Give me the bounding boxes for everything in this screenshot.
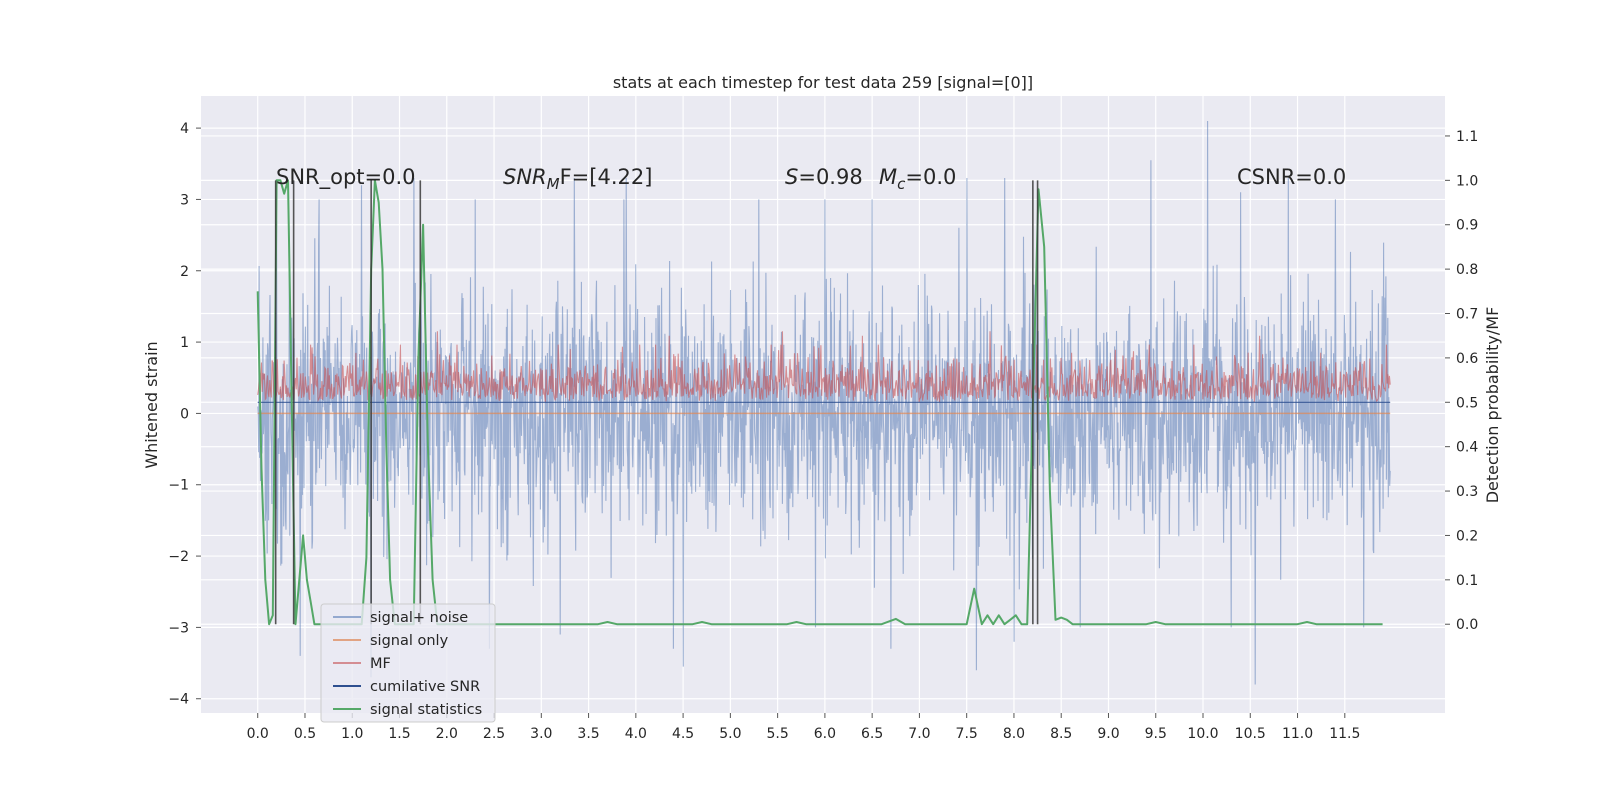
chart-title: stats at each timestep for test data 259… xyxy=(613,73,1033,92)
x-tick-label: 2.5 xyxy=(483,726,505,742)
y-left-tick-label: 2 xyxy=(180,264,189,280)
x-tick-label: 8.0 xyxy=(1003,726,1025,742)
s-var: S xyxy=(785,165,798,189)
x-tick-label: 11.0 xyxy=(1282,726,1313,742)
x-tick-label: 3.0 xyxy=(530,726,552,742)
vertical-markers xyxy=(274,180,1039,625)
x-tick-label: 7.0 xyxy=(908,726,930,742)
y-right-tick-label: 1.1 xyxy=(1456,129,1478,145)
legend-label-mf: MF xyxy=(370,656,391,672)
y-right-tick-label: 1.0 xyxy=(1456,173,1478,189)
y-right-tick-label: 0.8 xyxy=(1456,262,1478,278)
x-tick-label: 5.5 xyxy=(766,726,788,742)
annotation-mc: Mc=0.0 xyxy=(879,165,956,193)
legend-item: MF xyxy=(333,656,391,672)
y-axis-label-right: Detection probability/MF xyxy=(1483,307,1502,504)
legend-item: cumilative SNR xyxy=(333,679,480,695)
x-tick-label: 4.0 xyxy=(625,726,647,742)
x-tick-label: 10.0 xyxy=(1187,726,1218,742)
legend-box xyxy=(320,603,496,723)
legend-item: signal statistics xyxy=(333,702,482,718)
annotations: SNR_opt=0.0 SNRMF=[4.22] S=0.98 Mc=0.0 C… xyxy=(276,165,1346,193)
series-layer xyxy=(256,120,1391,685)
y-axis-label-left: Whitened strain xyxy=(142,341,161,468)
tick-labels: 0.0 0.5 1.0 1.5 2.0 2.5 3.0 3.5 4.0 4.5 5.0 5.5 6.0 6… xyxy=(168,121,1478,742)
snr-mf-rest: F=[4.22] xyxy=(560,165,653,189)
legend-item: signal only xyxy=(333,633,449,649)
x-tick-label: 1.0 xyxy=(341,726,363,742)
x-tick-label: 8.5 xyxy=(1050,726,1072,742)
y-left-tick-label: 0 xyxy=(180,406,189,422)
legend-label-signal-statistics: signal statistics xyxy=(370,702,482,718)
x-tick-label: 10.5 xyxy=(1235,726,1266,742)
series-mf xyxy=(257,331,1391,403)
y-right-tick-label: 0.5 xyxy=(1456,395,1478,411)
annotation-snr-opt: SNR_opt=0.0 xyxy=(276,165,416,190)
y-right-tick-label: 0.3 xyxy=(1456,484,1478,500)
x-tick-label: 7.5 xyxy=(956,726,978,742)
y-right-tick-label: 0.2 xyxy=(1456,528,1478,544)
x-tick-label: 6.0 xyxy=(814,726,836,742)
y-left-tick-label: 1 xyxy=(180,335,189,351)
series-signal-statistics xyxy=(256,179,1383,626)
mc-rest: =0.0 xyxy=(905,165,956,189)
x-tick-label: 6.5 xyxy=(861,726,883,742)
y-left-tick-label: −3 xyxy=(168,620,189,636)
y-left-tick-label: 3 xyxy=(180,192,189,208)
y-left-tick-label: −4 xyxy=(168,692,189,708)
y-left-tick-label: 4 xyxy=(180,121,189,137)
x-tick-label: 0.5 xyxy=(294,726,316,742)
x-tick-label: 3.5 xyxy=(577,726,599,742)
x-tick-label: 2.0 xyxy=(436,726,458,742)
x-tick-label: 9.0 xyxy=(1097,726,1119,742)
y-right-tick-label: 0.4 xyxy=(1456,440,1478,456)
annotation-s: S=0.98 xyxy=(785,165,863,189)
x-tick-label: 4.5 xyxy=(672,726,694,742)
mc-var: M xyxy=(879,165,897,189)
legend-label-signal-noise: signal+ noise xyxy=(370,610,468,626)
y-right-tick-label: 0.6 xyxy=(1456,351,1478,367)
x-tick-label: 5.0 xyxy=(719,726,741,742)
snr-mf-base: SNR xyxy=(503,165,547,189)
legend-item: signal+ noise xyxy=(333,610,468,626)
y-right-tick-label: 0.1 xyxy=(1456,573,1478,589)
y-right-tick-label: 0.7 xyxy=(1456,307,1478,323)
legend-label-signal-only: signal only xyxy=(370,633,449,649)
s-rest: =0.98 xyxy=(798,165,862,189)
x-tick-label: 0.0 xyxy=(247,726,269,742)
legend: signal+ noise signal only MF cumilative … xyxy=(320,603,496,723)
x-tick-label: 9.5 xyxy=(1145,726,1167,742)
annotation-csnr: CSNR=0.0 xyxy=(1237,165,1346,189)
y-right-tick-label: 0.9 xyxy=(1456,218,1478,234)
y-right-tick-label: 0.0 xyxy=(1456,617,1478,633)
mc-sub: c xyxy=(897,175,906,193)
y-left-tick-label: −2 xyxy=(168,549,189,565)
annotation-snr-mf: SNRMF=[4.22] xyxy=(503,165,652,193)
snr-mf-sub: M xyxy=(547,175,560,193)
y-left-tick-label: −1 xyxy=(168,478,189,494)
x-tick-label: 11.5 xyxy=(1329,726,1360,742)
legend-label-cumulative-snr: cumilative SNR xyxy=(370,679,480,695)
x-tick-label: 1.5 xyxy=(388,726,410,742)
series-signal-noise xyxy=(257,120,1391,685)
